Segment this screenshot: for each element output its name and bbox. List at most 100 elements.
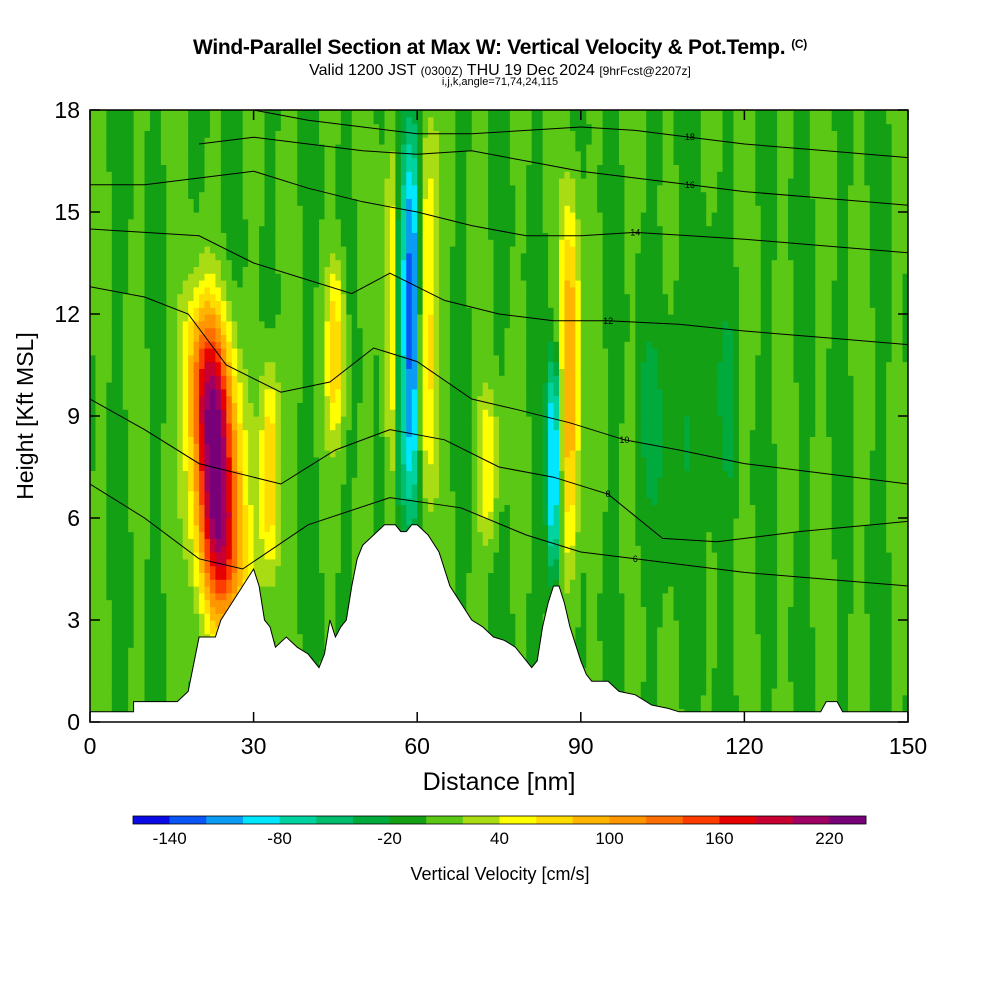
velocity-cell — [313, 484, 320, 492]
velocity-cell — [231, 259, 238, 267]
velocity-cell — [188, 320, 195, 329]
velocity-cell — [324, 518, 331, 526]
velocity-cell — [117, 429, 124, 437]
velocity-cell — [280, 184, 287, 193]
velocity-cell — [90, 286, 97, 295]
velocity-cell — [209, 497, 217, 505]
velocity-cell — [248, 252, 255, 261]
velocity-cell — [291, 225, 298, 233]
velocity-cell — [199, 320, 206, 329]
velocity-cell — [242, 307, 249, 315]
velocity-cell — [351, 524, 358, 533]
velocity-cell — [144, 654, 151, 662]
velocity-cell — [204, 212, 211, 220]
velocity-cell — [166, 171, 173, 179]
velocity-cell — [220, 110, 227, 118]
velocity-cell — [319, 341, 326, 349]
velocity-cell — [139, 654, 146, 662]
velocity-cell — [340, 375, 347, 383]
velocity-cell — [242, 456, 249, 465]
velocity-cell — [346, 382, 353, 390]
velocity-cell — [231, 409, 238, 417]
velocity-cell — [253, 552, 260, 560]
velocity-cell — [231, 579, 238, 587]
velocity-cell — [171, 320, 178, 329]
velocity-cell — [269, 511, 277, 519]
velocity-cell — [291, 157, 298, 165]
velocity-cell — [177, 667, 184, 675]
velocity-cell — [264, 239, 271, 247]
velocity-cell — [117, 388, 124, 397]
velocity-cell — [204, 246, 211, 254]
velocity-cell — [90, 395, 97, 403]
velocity-cell — [242, 545, 249, 553]
velocity-cell — [144, 225, 151, 233]
velocity-cell — [149, 341, 157, 349]
velocity-cell — [166, 314, 173, 322]
velocity-cell — [253, 484, 260, 492]
velocity-cell — [335, 137, 342, 145]
velocity-cell — [362, 314, 369, 322]
velocity-cell — [335, 164, 342, 172]
velocity-cell — [259, 592, 266, 601]
velocity-cell — [242, 218, 249, 227]
velocity-cell — [133, 436, 140, 444]
velocity-cell — [226, 116, 233, 125]
velocity-cell — [346, 518, 353, 526]
velocity-cell — [362, 518, 369, 526]
velocity-cell — [128, 164, 135, 172]
velocity-cell — [155, 286, 162, 295]
velocity-cell — [177, 171, 184, 179]
velocity-cell — [139, 375, 146, 383]
velocity-cell — [193, 198, 200, 206]
velocity-cell — [237, 443, 244, 451]
velocity-cell — [329, 497, 336, 505]
velocity-cell — [204, 314, 211, 322]
velocity-cell — [231, 205, 238, 213]
velocity-cell — [160, 191, 167, 199]
velocity-cell — [368, 246, 375, 254]
velocity-cell — [122, 531, 129, 539]
velocity-cell — [122, 674, 129, 682]
velocity-cell — [253, 198, 260, 206]
velocity-cell — [122, 606, 129, 614]
velocity-cell — [259, 198, 266, 206]
velocity-cell — [297, 592, 304, 601]
velocity-cell — [133, 470, 140, 478]
velocity-cell — [149, 504, 157, 512]
velocity-cell — [280, 497, 287, 505]
velocity-cell — [319, 565, 326, 573]
velocity-cell — [329, 538, 336, 546]
velocity-cell — [335, 273, 342, 281]
velocity-cell — [259, 123, 266, 131]
velocity-cell — [384, 232, 391, 240]
velocity-cell — [160, 327, 167, 335]
velocity-cell — [264, 246, 271, 254]
velocity-cell — [193, 225, 200, 233]
velocity-cell — [237, 361, 244, 369]
velocity-cell — [231, 307, 238, 315]
velocity-cell — [182, 239, 189, 247]
velocity-cell — [297, 422, 304, 431]
velocity-cell — [297, 538, 304, 546]
velocity-cell — [171, 654, 178, 662]
velocity-cell — [171, 137, 178, 145]
velocity-cell — [155, 422, 162, 431]
velocity-cell — [122, 436, 129, 444]
velocity-cell — [220, 456, 227, 465]
velocity-cell — [242, 212, 249, 220]
velocity-cell — [144, 572, 151, 580]
velocity-cell — [362, 130, 369, 138]
velocity-cell — [362, 178, 369, 186]
velocity-cell — [275, 218, 282, 227]
velocity-cell — [259, 164, 266, 172]
velocity-cell — [149, 688, 157, 696]
velocity-cell — [259, 280, 266, 288]
velocity-cell — [182, 660, 189, 669]
velocity-cell — [368, 273, 375, 281]
velocity-cell — [204, 388, 211, 397]
velocity-cell — [90, 409, 97, 417]
velocity-cell — [280, 205, 287, 213]
velocity-cell — [237, 341, 244, 349]
velocity-cell — [117, 171, 124, 179]
